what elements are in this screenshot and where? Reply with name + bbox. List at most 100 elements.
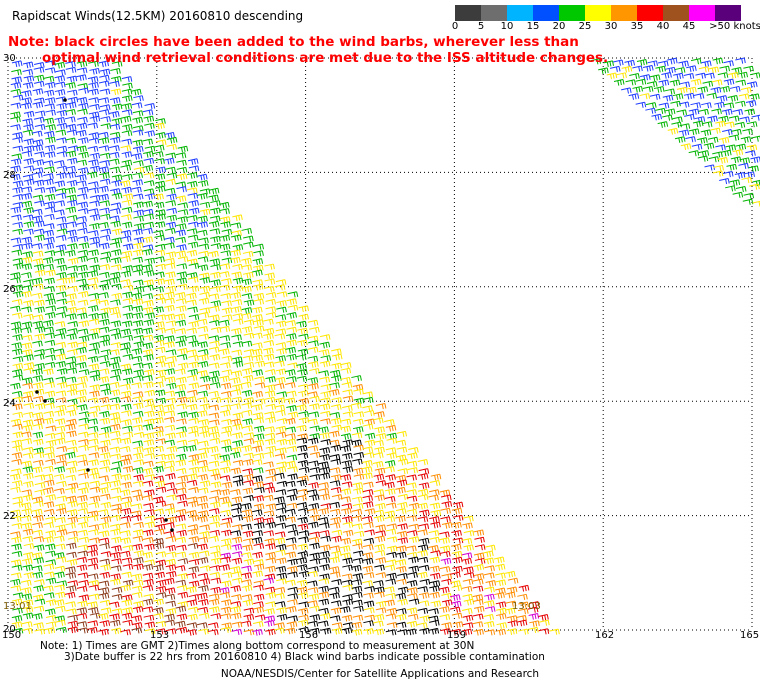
wind-barb [676,86,688,94]
wind-barb [331,353,343,361]
wind-barb [697,155,709,162]
wind-barb [241,307,253,314]
wind-barb [375,502,386,510]
wind-barb [698,150,710,157]
wind-barb [77,529,88,536]
wind-barb [131,615,143,622]
contamination-circle [63,98,67,102]
wind-barb [221,355,233,362]
wind-barb [329,382,340,389]
wind-barb [44,311,56,319]
wind-barb [87,601,98,608]
wind-barb [752,179,760,187]
wind-barb [32,277,43,285]
wind-barb [43,521,54,529]
wind-barb [298,601,309,608]
wind-barb [296,437,308,444]
wind-barb [143,418,155,426]
wind-barb [331,600,342,607]
colorbar-labels: 0 5 10 15 20 25 30 35 40 45 >50 knots [452,21,760,35]
wind-barb [287,558,298,566]
wind-barb [176,186,187,193]
wind-barb [220,538,232,545]
wind-barb [386,572,397,580]
wind-barb [10,173,21,181]
wind-barb [32,88,44,95]
wind-barb [219,208,230,215]
wind-barb [318,591,330,599]
wind-barb [109,97,121,104]
wind-barb [329,467,341,474]
wind-barb [493,556,505,564]
wind-barb [89,200,100,207]
wind-barb [208,187,220,195]
wind-barb [241,579,252,586]
wind-barb [318,578,330,585]
wind-barb [197,360,209,368]
wind-barb [11,550,23,557]
wind-barb [165,152,176,159]
wind-barb [374,446,385,454]
wind-barb [98,166,110,173]
wind-barb [221,314,233,321]
wind-barb [406,460,418,467]
wind-barb [319,550,330,558]
wind-barb [352,383,364,391]
wind-barb [88,438,99,445]
wind-barb [361,515,373,523]
wind-barb [78,102,89,110]
wind-barb [66,75,78,83]
wind-barb [309,395,320,403]
wind-barb [353,605,364,612]
wind-barb [230,606,241,613]
colorbar-label: 25 [578,21,592,32]
wind-barb [417,473,429,480]
wind-barb [121,481,132,489]
wind-barb [679,81,690,88]
wind-barb [142,293,154,300]
wind-barb [132,410,144,417]
wind-barb [100,213,111,220]
wind-barb [242,425,253,432]
wind-barb [155,585,167,593]
wind-barb [287,565,298,573]
wind-barb [65,150,77,158]
wind-barb [131,186,142,193]
wind-barb [375,480,387,487]
wind-barb [297,543,309,551]
wind-barb [89,222,100,230]
wind-barb [319,447,331,454]
wind-barb [76,221,87,228]
wind-barb [251,445,263,453]
wind-barb [111,608,123,615]
wind-barb [397,598,408,606]
wind-barb [253,503,265,510]
wind-barb [319,376,330,383]
wind-barb [495,628,506,636]
wind-barb [67,398,78,405]
wind-barb [276,607,287,614]
wind-barb [483,557,495,565]
wind-barb [77,550,89,557]
wind-barb [220,613,232,620]
wind-barb [342,395,354,402]
wind-barb [735,79,747,86]
wind-barb [21,321,33,329]
wind-barb [297,550,309,558]
wind-barb [10,102,22,109]
wind-barb [340,445,352,452]
wind-barb [55,244,67,251]
wind-barb [78,369,90,376]
wind-barb [209,565,221,572]
wind-barb [230,291,242,299]
wind-barb [428,627,440,635]
wind-barb [188,430,199,437]
wind-barb [121,419,132,426]
wind-barb [483,620,495,628]
wind-barb [88,181,99,188]
wind-barb [12,411,24,418]
wind-barb [78,137,89,144]
wind-barb [45,186,57,194]
wind-barb [33,622,44,629]
wind-barb [362,501,374,508]
